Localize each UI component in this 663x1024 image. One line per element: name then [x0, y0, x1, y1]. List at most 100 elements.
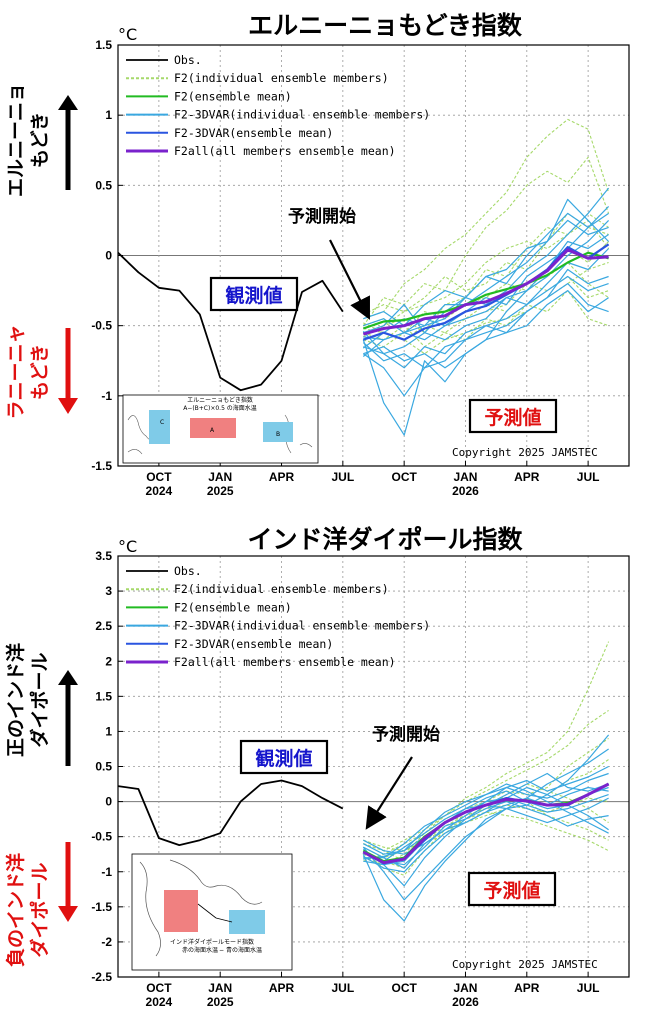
f2-mean-line — [362, 251, 609, 330]
y-tick-label: 3.5 — [95, 549, 112, 563]
x-tick-label-month: JAN — [453, 470, 477, 484]
y-tick-label: 0 — [105, 249, 112, 263]
side-label-positive: エルニーニョ もどき — [5, 83, 78, 197]
x-tick-label-year: 2025 — [207, 484, 234, 498]
y-tick-label: -1.5 — [91, 459, 112, 473]
f2-3dvar-member-line — [362, 734, 610, 901]
x-tick-label-month: JUL — [332, 470, 355, 484]
y-tick-label: -0.5 — [91, 319, 112, 333]
side-label-positive-line1: 正のインド洋 — [4, 643, 27, 757]
legend-label-f2-3dvar-mean: F2-3DVAR(ensemble mean) — [174, 637, 333, 651]
unit-label: °C — [118, 25, 137, 44]
x-tick-label-month: APR — [269, 981, 295, 995]
y-tick-label: -0.5 — [91, 830, 112, 844]
copyright: Copyright 2025 JAMSTEC — [452, 958, 598, 971]
observed-badge-label: 観測値 — [225, 284, 282, 307]
up-arrow-icon — [58, 670, 78, 685]
legend-label-f2-3dvar-member: F2-3DVAR(individual ensemble members) — [174, 619, 430, 633]
y-tick-label: 0.5 — [95, 178, 112, 192]
legend-label-f2all-mean: F2all(all members ensemble mean) — [174, 655, 396, 669]
legend: Obs. F2(individual ensemble members) F2(en… — [126, 564, 430, 669]
y-tick-label: 1 — [105, 724, 112, 738]
y-tick-label: 3 — [105, 584, 112, 598]
inset-map-elnino-modoki: C A B エルニーニョもどき指数 A−(B+C)×0.5 の海面水温 — [122, 394, 319, 464]
box-A-label: A — [210, 427, 215, 434]
x-tick-label-month: OCT — [146, 470, 172, 484]
x-tick-label-month: APR — [514, 470, 540, 484]
x-tick-label-year: 2024 — [146, 484, 173, 498]
box-C-label: C — [160, 419, 164, 426]
f2-3dvar-member-line — [363, 800, 609, 866]
legend-label-obs: Obs. — [174, 564, 202, 578]
y-tick-label: 1.5 — [95, 38, 112, 52]
observation-line — [117, 252, 344, 392]
side-label-negative: ラニーニャ もどき — [5, 324, 78, 420]
inset-formula-red: 赤の海面水温 — [182, 946, 218, 954]
side-label-positive-line1: エルニーニョ — [5, 83, 27, 197]
obs-line — [117, 779, 344, 846]
forecast-start-arrow — [365, 756, 413, 830]
f2-3dvar-mean-line — [362, 243, 610, 341]
observation-line — [117, 779, 344, 846]
side-label-positive-line2: もどき — [29, 112, 51, 168]
legend-label-obs: Obs. — [174, 53, 202, 67]
chart-panel-indian-ocean-dipole: インド洋ダイポール指数 °C -2.5 -2 -1.5 -1 -0.5 0 0.5 1 1.5 2… — [4, 525, 630, 1009]
f2-3dvar-member-line — [362, 748, 609, 922]
x-tick-label-month: JAN — [453, 981, 477, 995]
f2-member-line — [363, 118, 610, 320]
f2-3dvar-member-line — [362, 268, 609, 397]
observed-badge: 観測値 — [239, 739, 329, 775]
unit-label: °C — [118, 537, 137, 556]
legend-label-f2-member: F2(individual ensemble members) — [174, 582, 389, 596]
x-tick-label-month: JAN — [208, 981, 232, 995]
x-tick-label-month: JUL — [577, 981, 600, 995]
side-label-negative-line1: ラニーニャ — [5, 324, 27, 419]
chart-panel-elnino-modoki: エルニーニョもどき指数 °C -1.5-1-0.500.511.5 OCT202… — [5, 11, 630, 498]
down-arrow-icon — [58, 398, 78, 414]
f2-3dvar-member-line — [363, 794, 609, 860]
y-axis-ticks: -2.5 -2 -1.5 -1 -0.5 0 0.5 1 1.5 2 2.5 3 3.5 — [91, 549, 123, 984]
y-tick-label: 1.5 — [95, 689, 112, 703]
chart-title: エルニーニョもどき指数 — [248, 11, 523, 40]
f2-3dvar-member-line — [363, 772, 609, 859]
forecast-badge-label: 予測値 — [483, 879, 540, 902]
y-tick-label: -2 — [101, 935, 112, 949]
inset-title: インド洋ダイポールモード指数 — [170, 938, 254, 946]
x-tick-label-month: JUL — [577, 470, 600, 484]
y-tick-label: -1 — [101, 865, 112, 879]
box-B-label: B — [276, 431, 280, 438]
inset-formula-sep: − — [219, 947, 224, 954]
obs-line — [117, 252, 344, 392]
legend-label-f2-mean: F2(ensemble mean) — [174, 600, 292, 614]
y-tick-label: -2.5 — [91, 970, 112, 984]
y-tick-label: -1 — [101, 389, 112, 403]
x-tick-label-month: APR — [269, 470, 295, 484]
y-axis-ticks: -1.5 -1 -0.5 0 0.5 1 1.5 — [91, 38, 123, 473]
side-label-negative-line2: ダイポール — [28, 862, 51, 957]
forecast-start-label: 予測開始 — [372, 724, 440, 745]
f2-3dvar-member-line — [362, 275, 609, 369]
f2all-mean-line — [362, 782, 610, 865]
copyright: Copyright 2025 JAMSTEC — [452, 446, 598, 459]
forecast-badge: 予測値 — [468, 398, 558, 434]
x-tick-label-year: 2026 — [452, 995, 479, 1009]
x-tick-label-month: APR — [514, 981, 540, 995]
box-west — [164, 890, 198, 932]
x-tick-label-month: OCT — [391, 470, 417, 484]
legend-label-f2-3dvar-member: F2-3DVAR(individual ensemble members) — [174, 108, 430, 122]
forecast-badge: 予測値 — [467, 871, 557, 907]
legend-label-f2-3dvar-mean: F2-3DVAR(ensemble mean) — [174, 126, 333, 140]
side-label-negative-line2: もどき — [29, 344, 51, 400]
legend-label-f2-mean: F2(ensemble mean) — [174, 89, 292, 103]
observed-badge-label: 観測値 — [255, 747, 312, 770]
legend: Obs. F2(individual ensemble members) F2(en… — [126, 53, 430, 158]
y-tick-label: 2.5 — [95, 619, 112, 633]
y-tick-label: 0 — [105, 795, 112, 809]
observed-badge: 観測値 — [209, 276, 299, 312]
x-tick-label-year: 2024 — [146, 995, 173, 1009]
box-A — [190, 418, 236, 438]
x-tick-label-year: 2025 — [207, 995, 234, 1009]
